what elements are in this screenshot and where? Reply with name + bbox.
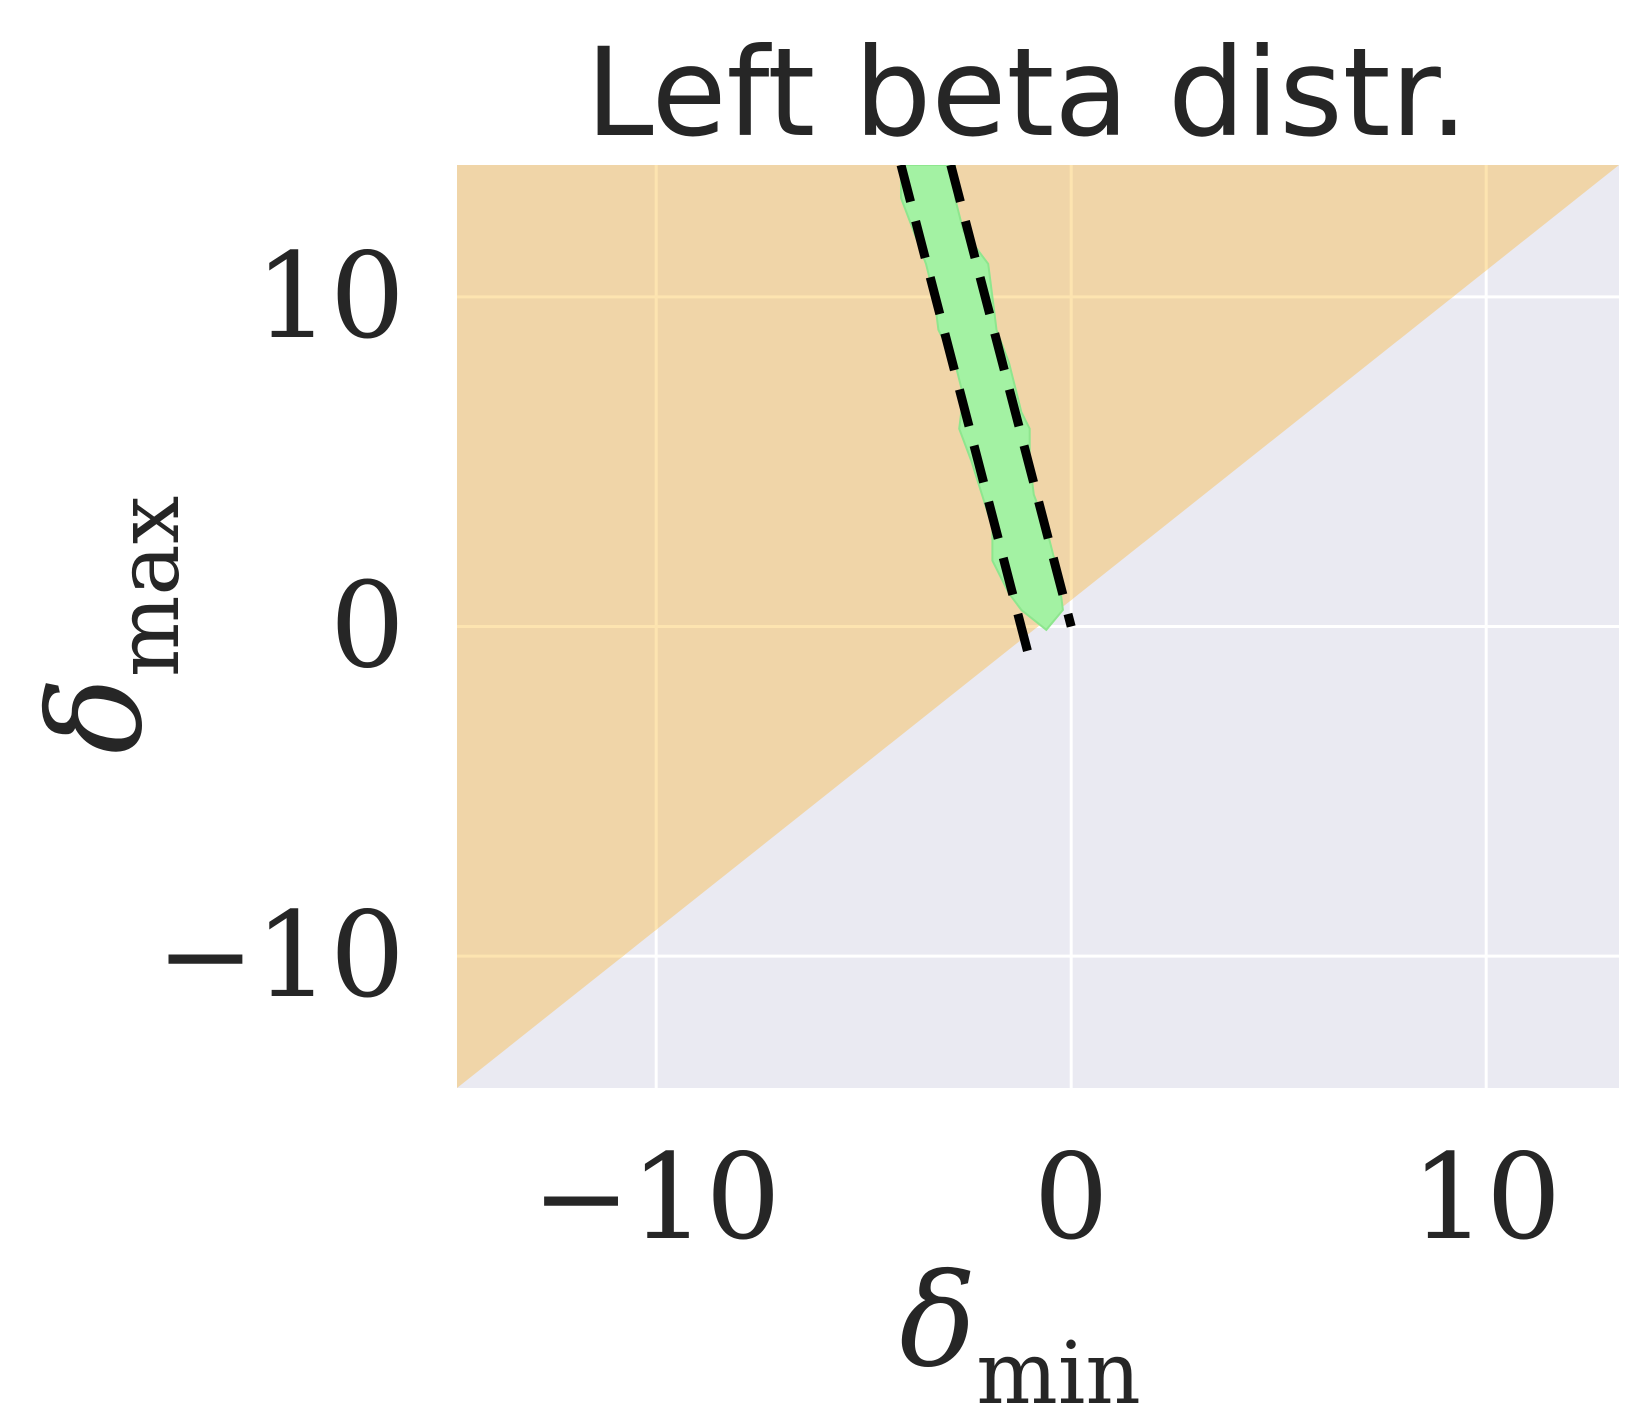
y-axis-label: δmax (22, 496, 199, 754)
x-tick-label: −10 (532, 1128, 781, 1266)
x-tick-label: 10 (1411, 1128, 1561, 1266)
y-axis-symbol: δ (22, 677, 171, 754)
dashed-line-1 (896, 165, 1035, 661)
dashed-line-2 (946, 165, 1076, 628)
x-tick-labels: −10 0 10 (532, 1128, 1562, 1266)
x-axis-subscript: min (976, 1324, 1140, 1424)
y-tick-label: 0 (330, 557, 405, 695)
y-tick-label: −10 (156, 886, 405, 1024)
x-axis-label: δmin (899, 1247, 1141, 1424)
x-tick-label: 0 (1034, 1128, 1109, 1266)
x-axis-symbol: δ (899, 1247, 976, 1396)
y-tick-label: 10 (255, 227, 405, 365)
y-axis-subscript: max (99, 496, 199, 677)
dashed-lines (896, 165, 1076, 661)
chart-title: Left beta distr. (586, 22, 1469, 164)
y-tick-labels: −10 0 10 (156, 227, 405, 1024)
